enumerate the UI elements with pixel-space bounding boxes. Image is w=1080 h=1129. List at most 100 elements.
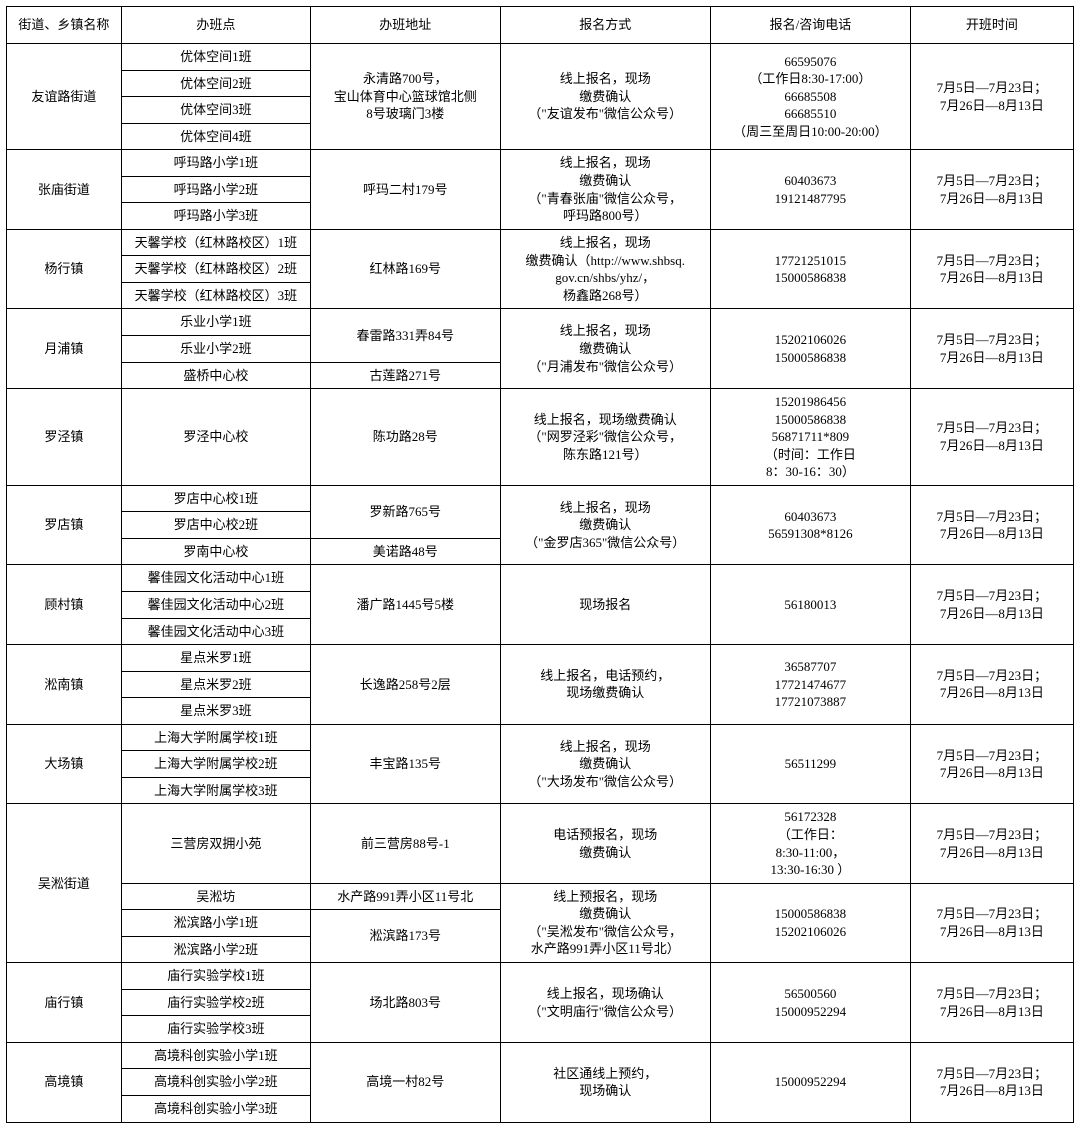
method-cell: 线上报名，现场缴费确认 （"网罗泾彩"微信公众号， 陈东路121号） [500, 389, 710, 486]
district-cell: 顾村镇 [7, 565, 122, 645]
schedule-cell: 7月5日—7月23日； 7月26日—8月13日 [910, 389, 1073, 486]
class-cell: 庙行实验学校3班 [121, 1016, 310, 1043]
address-cell: 古莲路271号 [311, 362, 500, 389]
schedule-cell: 7月5日—7月23日； 7月26日—8月13日 [910, 229, 1073, 309]
method-cell: 现场报名 [500, 565, 710, 645]
class-cell: 罗泾中心校 [121, 389, 310, 486]
phone-cell: 17721251015 15000586838 [710, 229, 910, 309]
table-row: 杨行镇天馨学校（红林路校区）1班红林路169号线上报名，现场 缴费确认（http… [7, 229, 1074, 256]
class-cell: 呼玛路小学1班 [121, 150, 310, 177]
header-schedule: 开班时间 [910, 7, 1073, 44]
class-cell: 天馨学校（红林路校区）2班 [121, 256, 310, 283]
address-cell: 春雷路331弄84号 [311, 309, 500, 362]
class-cell: 高境科创实验小学3班 [121, 1095, 310, 1122]
schedule-cell: 7月5日—7月23日； 7月26日—8月13日 [910, 309, 1073, 389]
schedule-cell: 7月5日—7月23日； 7月26日—8月13日 [910, 150, 1073, 230]
district-cell: 高境镇 [7, 1042, 122, 1122]
class-cell: 淞滨路小学2班 [121, 936, 310, 963]
table-row: 罗泾镇罗泾中心校陈功路28号线上报名，现场缴费确认 （"网罗泾彩"微信公众号， … [7, 389, 1074, 486]
schedule-cell: 7月5日—7月23日； 7月26日—8月13日 [910, 804, 1073, 883]
address-cell: 淞滨路173号 [311, 910, 500, 963]
method-cell: 线上报名，现场 缴费确认 （"月浦发布"微信公众号） [500, 309, 710, 389]
class-cell: 高境科创实验小学1班 [121, 1042, 310, 1069]
schedule-cell: 7月5日—7月23日； 7月26日—8月13日 [910, 963, 1073, 1043]
header-district: 街道、乡镇名称 [7, 7, 122, 44]
method-cell: 线上报名，现场 缴费确认 （"友谊发布"微信公众号） [500, 44, 710, 150]
class-cell: 乐业小学2班 [121, 336, 310, 363]
class-cell: 星点米罗2班 [121, 671, 310, 698]
phone-cell: 56180013 [710, 565, 910, 645]
header-address: 办班地址 [311, 7, 500, 44]
table-row: 月浦镇乐业小学1班春雷路331弄84号线上报名，现场 缴费确认 （"月浦发布"微… [7, 309, 1074, 336]
class-cell: 吴淞坊 [121, 883, 310, 910]
phone-cell: 60403673 56591308*8126 [710, 485, 910, 565]
class-cell: 三营房双拥小苑 [121, 804, 310, 883]
address-cell: 红林路169号 [311, 229, 500, 309]
address-cell: 长逸路258号2层 [311, 645, 500, 725]
class-cell: 馨佳园文化活动中心1班 [121, 565, 310, 592]
phone-cell: 56172328 （工作日： 8:30-11:00， 13:30-16:30 ） [710, 804, 910, 883]
schedule-cell: 7月5日—7月23日； 7月26日—8月13日 [910, 1042, 1073, 1122]
phone-cell: 60403673 19121487795 [710, 150, 910, 230]
schedule-cell: 7月5日—7月23日； 7月26日—8月13日 [910, 724, 1073, 804]
address-cell: 潘广路1445号5楼 [311, 565, 500, 645]
class-cell: 盛桥中心校 [121, 362, 310, 389]
class-cell: 上海大学附属学校3班 [121, 777, 310, 804]
class-cell: 呼玛路小学2班 [121, 176, 310, 203]
table-row: 张庙街道呼玛路小学1班呼玛二村179号线上报名，现场 缴费确认 （"青春张庙"微… [7, 150, 1074, 177]
address-cell: 呼玛二村179号 [311, 150, 500, 230]
method-cell: 线上报名，现场 缴费确认 （"金罗店365"微信公众号） [500, 485, 710, 565]
table-row: 高境镇高境科创实验小学1班高境一村82号社区通线上预约， 现场确认1500095… [7, 1042, 1074, 1069]
address-cell: 水产路991弄小区11号北 [311, 883, 500, 910]
schedule-table: 街道、乡镇名称 办班点 办班地址 报名方式 报名/咨询电话 开班时间 友谊路街道… [6, 6, 1074, 1123]
phone-cell: 36587707 17721474677 17721073887 [710, 645, 910, 725]
class-cell: 馨佳园文化活动中心3班 [121, 618, 310, 645]
district-cell: 张庙街道 [7, 150, 122, 230]
table-row: 淞南镇星点米罗1班长逸路258号2层线上报名，电话预约， 现场缴费确认36587… [7, 645, 1074, 672]
table-row: 顾村镇馨佳园文化活动中心1班潘广路1445号5楼现场报名561800137月5日… [7, 565, 1074, 592]
class-cell: 淞滨路小学1班 [121, 910, 310, 937]
class-cell: 上海大学附属学校1班 [121, 724, 310, 751]
schedule-cell: 7月5日—7月23日； 7月26日—8月13日 [910, 883, 1073, 963]
class-cell: 庙行实验学校2班 [121, 989, 310, 1016]
district-cell: 吴淞街道 [7, 804, 122, 963]
address-cell: 罗新路765号 [311, 485, 500, 538]
method-cell: 线上报名，电话预约， 现场缴费确认 [500, 645, 710, 725]
phone-cell: 56500560 15000952294 [710, 963, 910, 1043]
class-cell: 罗店中心校2班 [121, 512, 310, 539]
method-cell: 社区通线上预约， 现场确认 [500, 1042, 710, 1122]
district-cell: 友谊路街道 [7, 44, 122, 150]
method-cell: 电话预报名，现场 缴费确认 [500, 804, 710, 883]
header-row: 街道、乡镇名称 办班点 办班地址 报名方式 报名/咨询电话 开班时间 [7, 7, 1074, 44]
address-cell: 陈功路28号 [311, 389, 500, 486]
schedule-cell: 7月5日—7月23日； 7月26日—8月13日 [910, 565, 1073, 645]
district-cell: 月浦镇 [7, 309, 122, 389]
class-cell: 优体空间1班 [121, 44, 310, 71]
phone-cell: 15000952294 [710, 1042, 910, 1122]
class-cell: 优体空间3班 [121, 97, 310, 124]
address-cell: 前三营房88号-1 [311, 804, 500, 883]
district-cell: 淞南镇 [7, 645, 122, 725]
class-cell: 优体空间4班 [121, 123, 310, 150]
phone-cell: 15201986456 15000586838 56871711*809 （时间… [710, 389, 910, 486]
address-cell: 美诺路48号 [311, 538, 500, 565]
district-cell: 庙行镇 [7, 963, 122, 1043]
table-row: 友谊路街道优体空间1班永清路700号， 宝山体育中心篮球馆北侧 8号玻璃门3楼线… [7, 44, 1074, 71]
address-cell: 永清路700号， 宝山体育中心篮球馆北侧 8号玻璃门3楼 [311, 44, 500, 150]
table-row: 罗店镇罗店中心校1班罗新路765号线上报名，现场 缴费确认 （"金罗店365"微… [7, 485, 1074, 512]
phone-cell: 56511299 [710, 724, 910, 804]
schedule-cell: 7月5日—7月23日； 7月26日—8月13日 [910, 645, 1073, 725]
method-cell: 线上预报名，现场 缴费确认 （"吴淞发布"微信公众号， 水产路991弄小区11号… [500, 883, 710, 963]
class-cell: 星点米罗3班 [121, 698, 310, 725]
header-method: 报名方式 [500, 7, 710, 44]
class-cell: 天馨学校（红林路校区）1班 [121, 229, 310, 256]
header-class: 办班点 [121, 7, 310, 44]
method-cell: 线上报名，现场确认 （"文明庙行"微信公众号） [500, 963, 710, 1043]
schedule-cell: 7月5日—7月23日； 7月26日—8月13日 [910, 44, 1073, 150]
header-phone: 报名/咨询电话 [710, 7, 910, 44]
address-cell: 丰宝路135号 [311, 724, 500, 804]
phone-cell: 15000586838 15202106026 [710, 883, 910, 963]
class-cell: 优体空间2班 [121, 70, 310, 97]
class-cell: 庙行实验学校1班 [121, 963, 310, 990]
method-cell: 线上报名，现场 缴费确认 （"大场发布"微信公众号） [500, 724, 710, 804]
